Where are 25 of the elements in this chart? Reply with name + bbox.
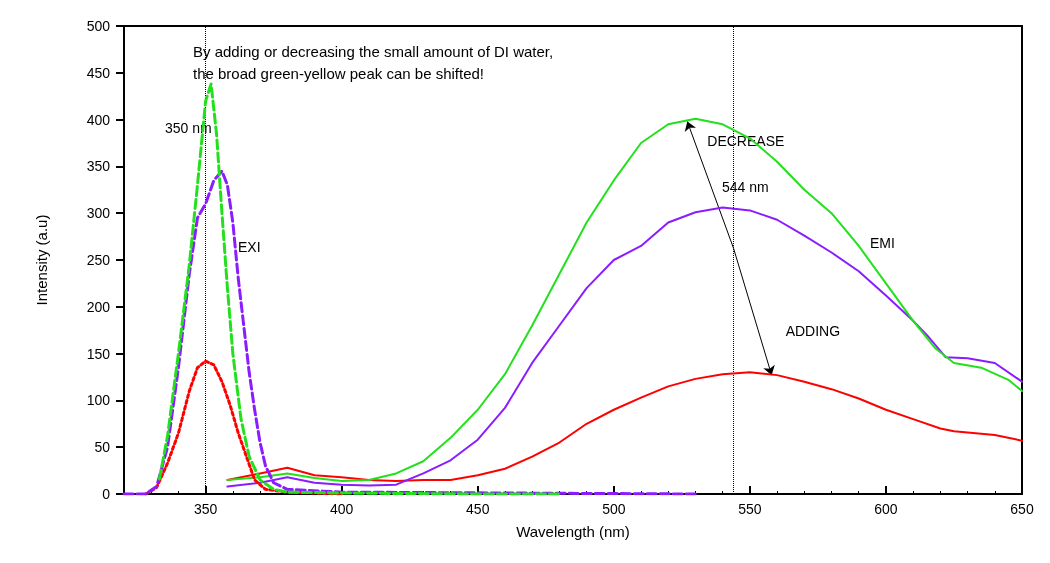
x-tick-label: 650 [1010,501,1034,517]
y-tick-label: 150 [86,345,111,362]
y-tick-label: 450 [86,64,111,81]
annotation: EMI [870,235,895,251]
y-tick-label: 200 [86,298,111,315]
y-tick-label: 250 [86,252,111,268]
annotation: By adding or decreasing the small amount of DI water, the broad green-yellow peak can be shifted! [193,42,554,82]
y-tick-label: 50 [94,439,111,456]
y-tick-label: 350 [86,158,111,175]
annotation: 544 nm [722,179,769,195]
x-axis-title: Wavelength (nm) [516,523,630,540]
x-tick-label: 600 [874,501,898,517]
y-tick-label: 300 [86,205,111,222]
y-tick-label: 400 [86,111,111,128]
y-tick-label: 100 [86,392,111,409]
y-tick-label: 500 [86,18,111,34]
annotation: EXI [238,239,261,255]
y-tick-label: 0 [102,486,111,502]
annotation: ADDING [785,323,841,340]
y-axis-title: Intensity (a.u) [33,214,50,306]
x-tick-label: 550 [738,501,762,517]
x-tick-label: 400 [330,501,354,517]
x-tick-label: 500 [602,501,626,517]
x-tick-label: 350 [193,501,218,517]
x-tick-label: 450 [466,501,490,517]
